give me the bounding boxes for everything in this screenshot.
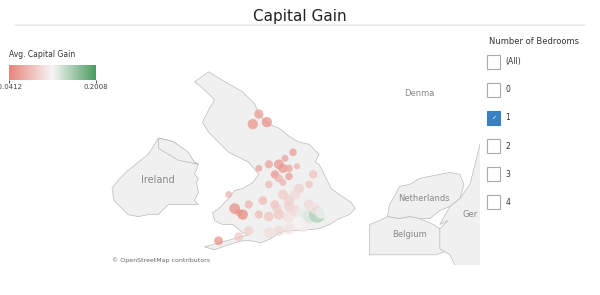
Point	[304, 182, 314, 187]
Text: ✓: ✓	[491, 116, 496, 120]
Point	[270, 202, 280, 207]
Point	[224, 192, 233, 197]
Point	[288, 150, 298, 155]
Text: 0: 0	[505, 86, 510, 94]
Text: (All): (All)	[505, 58, 521, 66]
Point	[214, 238, 223, 243]
Polygon shape	[158, 138, 199, 164]
Text: 4: 4	[505, 198, 510, 206]
Polygon shape	[388, 172, 464, 219]
Point	[284, 174, 294, 179]
Point	[292, 164, 302, 169]
Point	[254, 112, 263, 117]
Point	[304, 214, 314, 219]
Polygon shape	[112, 138, 199, 217]
Point	[254, 212, 263, 217]
Point	[294, 186, 304, 191]
Text: 2: 2	[505, 142, 510, 150]
Point	[274, 228, 284, 233]
Polygon shape	[370, 217, 450, 255]
Point	[248, 122, 257, 127]
Point	[274, 162, 284, 167]
Point	[274, 212, 284, 217]
Point	[274, 176, 284, 181]
Point	[230, 206, 239, 211]
Point	[244, 202, 254, 207]
Point	[298, 224, 308, 229]
Text: 1: 1	[505, 114, 510, 122]
Polygon shape	[440, 134, 600, 295]
Text: Ireland: Ireland	[142, 176, 175, 186]
Point	[270, 172, 280, 177]
Text: Netherlands: Netherlands	[398, 194, 449, 203]
Point	[304, 202, 314, 207]
Point	[264, 230, 274, 235]
Polygon shape	[194, 72, 355, 250]
Text: Ger: Ger	[463, 210, 478, 219]
Text: Belgium: Belgium	[392, 230, 427, 239]
Point	[272, 206, 282, 211]
Point	[294, 220, 304, 225]
Point	[284, 204, 294, 209]
Text: Number of Bedrooms: Number of Bedrooms	[489, 37, 579, 46]
Point	[290, 192, 300, 197]
Text: © OpenStreetMap contributors: © OpenStreetMap contributors	[112, 257, 210, 263]
Text: 3: 3	[505, 170, 510, 178]
Text: Capital Gain: Capital Gain	[253, 9, 347, 24]
Point	[244, 228, 254, 233]
Point	[278, 180, 288, 185]
Point	[258, 198, 268, 203]
Point	[278, 192, 288, 197]
Text: Denma: Denma	[404, 89, 435, 99]
Point	[254, 166, 263, 171]
Point	[316, 210, 326, 215]
Polygon shape	[480, 84, 571, 144]
Text: Avg. Capital Gain: Avg. Capital Gain	[9, 50, 75, 59]
Point	[308, 172, 318, 177]
Point	[284, 226, 294, 231]
Point	[278, 166, 288, 171]
Point	[264, 182, 274, 187]
Point	[290, 208, 300, 213]
Point	[262, 120, 272, 124]
Point	[284, 214, 294, 219]
Point	[280, 156, 290, 161]
Point	[298, 212, 308, 217]
Point	[234, 210, 244, 215]
Point	[264, 214, 274, 219]
Point	[310, 206, 320, 211]
Point	[264, 162, 274, 167]
Point	[284, 198, 294, 203]
Point	[234, 234, 244, 239]
Point	[238, 212, 248, 217]
Point	[313, 212, 322, 217]
Point	[284, 166, 294, 171]
